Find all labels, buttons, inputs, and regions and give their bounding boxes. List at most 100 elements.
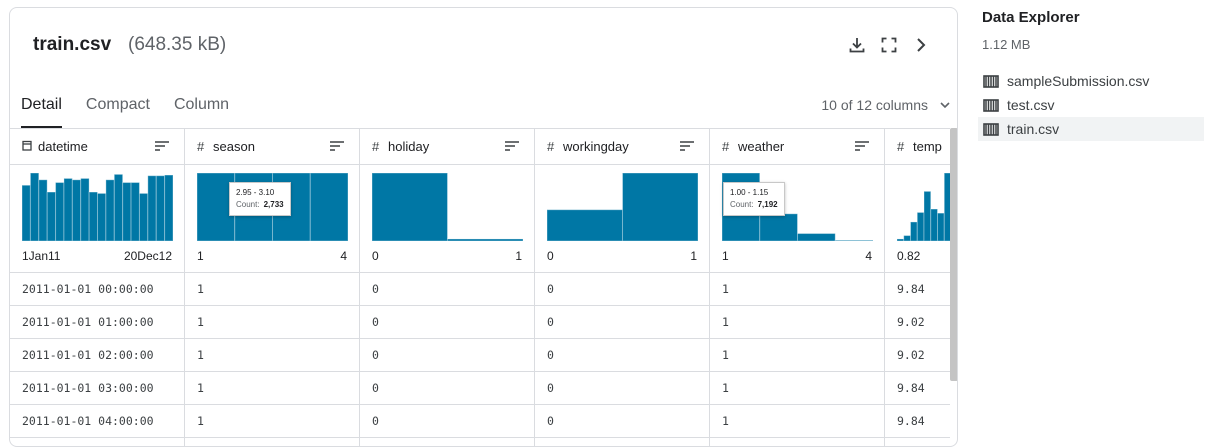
histogram-bar bbox=[447, 238, 524, 242]
tab-column[interactable]: Column bbox=[173, 96, 230, 113]
histogram-bar bbox=[122, 182, 132, 242]
tab-detail[interactable]: Detail bbox=[21, 92, 62, 128]
table-cell: 0 bbox=[535, 372, 709, 405]
column-header: # holiday bbox=[360, 129, 534, 165]
range-max: 4 bbox=[340, 249, 347, 263]
range-max: 1 bbox=[690, 249, 697, 263]
hash-icon: # bbox=[722, 139, 730, 154]
download-icon[interactable] bbox=[846, 34, 868, 56]
histogram-bar bbox=[164, 174, 174, 242]
tooltip-count-value: 7,192 bbox=[757, 200, 778, 209]
table-cell: 2011-01-01 04:00:00 bbox=[10, 405, 184, 438]
table-cell: 1 bbox=[185, 372, 359, 405]
column-temp: # temp 0.82 9.84 9.02 9.02 9.84 9.84 bbox=[885, 129, 950, 446]
file-item-sampleSubmission-csv[interactable]: sampleSubmission.csv bbox=[978, 69, 1204, 93]
column-header: # workingday bbox=[535, 129, 709, 165]
histogram-bar bbox=[38, 179, 48, 242]
histogram-area: 1Jan11 20Dec12 bbox=[10, 165, 184, 273]
tooltip-count-value: 2,733 bbox=[263, 200, 284, 209]
range-min: 1 bbox=[197, 249, 204, 263]
tooltip-range: 1.00 - 1.15 bbox=[730, 188, 769, 197]
file-item-train-csv[interactable]: train.csv bbox=[978, 117, 1204, 141]
column-weather: # weather 1 4 1.00 - 1.15 Count: 7,192 1 1 1 1 1 bbox=[710, 129, 885, 446]
file-item-test-csv[interactable]: test.csv bbox=[978, 93, 1204, 117]
table-cell: 0 bbox=[360, 339, 534, 372]
histogram-bar bbox=[29, 172, 40, 242]
histogram-bar bbox=[309, 172, 349, 242]
tooltip-range: 2.95 - 3.10 bbox=[236, 188, 275, 197]
hash-icon: # bbox=[372, 139, 380, 154]
range-min: 1Jan11 bbox=[22, 249, 61, 263]
histogram-bar bbox=[546, 209, 623, 242]
table-cell: 1 bbox=[710, 405, 884, 438]
histogram-bar bbox=[910, 221, 918, 242]
table-icon bbox=[983, 122, 999, 136]
histogram-bar bbox=[943, 172, 950, 242]
sort-icon[interactable] bbox=[679, 140, 695, 155]
histogram bbox=[21, 172, 174, 242]
table-cell: 1 bbox=[185, 273, 359, 306]
table-cell: 0 bbox=[360, 405, 534, 438]
table-cell: 2011-01-01 02:00:00 bbox=[10, 339, 184, 372]
table-cell: 1 bbox=[710, 372, 884, 405]
column-name: holiday bbox=[388, 139, 430, 154]
table-cell: 0 bbox=[535, 306, 709, 339]
table-icon bbox=[983, 98, 999, 112]
column-holiday: # holiday 0 1 0 0 0 0 0 bbox=[360, 129, 535, 446]
histogram-bar bbox=[130, 182, 140, 242]
chevron-down-icon[interactable] bbox=[939, 98, 951, 116]
histogram-bar bbox=[797, 233, 836, 242]
vertical-scrollbar[interactable] bbox=[950, 128, 957, 381]
histogram-bar bbox=[113, 173, 124, 242]
tooltip-count: Count: 2,733 bbox=[236, 199, 284, 211]
histogram bbox=[896, 172, 950, 242]
sort-icon[interactable] bbox=[504, 140, 520, 155]
tab-compact[interactable]: Compact bbox=[85, 96, 150, 113]
table-cell: 1 bbox=[185, 405, 359, 438]
histogram-bar bbox=[63, 177, 73, 242]
table-cell: 9.84 bbox=[885, 405, 950, 438]
histogram-tooltip: 1.00 - 1.15 Count: 7,192 bbox=[723, 182, 785, 216]
table-cell: 9.02 bbox=[885, 339, 950, 372]
calendar-icon bbox=[22, 139, 33, 154]
file-name: sampleSubmission.csv bbox=[1007, 73, 1150, 89]
column-datetime: datetime 1Jan11 20Dec12 2011-01-01 00:00:00… bbox=[10, 129, 185, 446]
chevron-right-icon[interactable] bbox=[910, 34, 932, 56]
range-max: 1 bbox=[515, 249, 522, 263]
column-name: season bbox=[213, 139, 255, 154]
data-preview-panel: train.csv (648.35 kB) Detail Compact Col… bbox=[9, 7, 958, 447]
column-name: weather bbox=[738, 139, 785, 154]
range-min: 0 bbox=[547, 249, 554, 263]
column-workingday: # workingday 0 1 0 0 0 0 0 bbox=[535, 129, 710, 446]
file-title: train.csv bbox=[33, 34, 112, 55]
histogram-area: 1 4 2.95 - 3.10 Count: 2,733 bbox=[185, 165, 359, 273]
table-cell: 1 bbox=[710, 306, 884, 339]
hash-icon: # bbox=[547, 139, 555, 154]
histogram-bar bbox=[916, 211, 925, 242]
column-header: # temp bbox=[885, 129, 950, 165]
histogram-bar bbox=[21, 184, 31, 242]
sort-icon[interactable] bbox=[854, 140, 870, 155]
histogram-bar bbox=[759, 213, 798, 242]
histogram-bar bbox=[371, 172, 448, 242]
view-tabs: Detail Compact Column bbox=[21, 92, 253, 128]
file-name: train.csv bbox=[1007, 121, 1060, 137]
histogram-area: 0.82 bbox=[885, 165, 950, 273]
histogram-bar bbox=[622, 172, 699, 242]
table-cell: 0 bbox=[535, 405, 709, 438]
histogram-bar bbox=[138, 192, 149, 242]
histogram-bar bbox=[896, 238, 905, 242]
histogram-bar bbox=[46, 191, 57, 242]
data-grid: datetime 1Jan11 20Dec12 2011-01-01 00:00:00… bbox=[10, 128, 950, 446]
fullscreen-icon[interactable] bbox=[878, 34, 900, 56]
sort-icon[interactable] bbox=[154, 140, 170, 155]
histogram-bar bbox=[71, 179, 82, 242]
histogram-bar bbox=[903, 235, 911, 242]
sort-icon[interactable] bbox=[329, 140, 345, 155]
tooltip-count-label: Count: bbox=[730, 200, 754, 209]
file-size: (648.35 kB) bbox=[128, 34, 227, 55]
histogram-bar bbox=[147, 175, 157, 242]
table-cell: 1 bbox=[710, 339, 884, 372]
table-cell: 9.84 bbox=[885, 372, 950, 405]
